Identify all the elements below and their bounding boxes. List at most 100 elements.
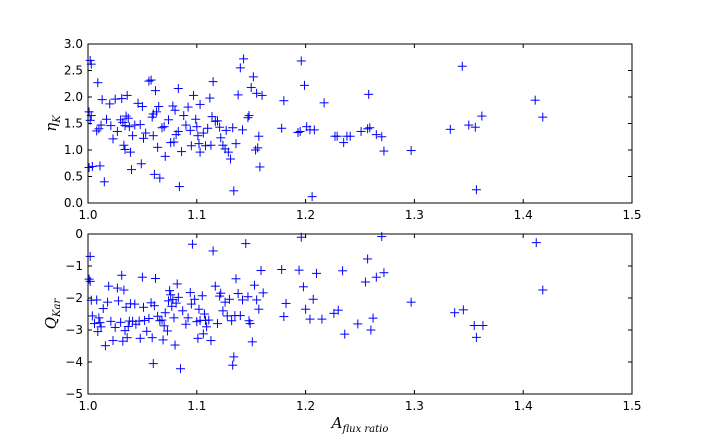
q-kar-data-point [229, 352, 239, 362]
eta-k-data-point [159, 122, 169, 132]
q-kar-data-point [235, 311, 245, 321]
q-kar-data-point [155, 316, 165, 326]
q-kar-data-point [237, 295, 247, 305]
q-kar-data-point [123, 321, 133, 331]
q-kar-data-point [258, 288, 268, 298]
q-kar-data-point [178, 306, 188, 316]
q-kar-data-point [301, 304, 311, 314]
q-kar-data-point [538, 285, 548, 295]
eta-k-data-point [185, 125, 195, 135]
q-kar-data-point [96, 322, 106, 332]
eta-k-ticks: 1.0 1.1 1.2 1.3 1.4 1.5 0.0 0.5 1.0 1.5 2.0 2.5 3.0 [64, 37, 642, 222]
eta-k-data-point [203, 123, 213, 133]
eta-k-data-point [345, 131, 355, 141]
q-kar-data-point [279, 312, 289, 322]
q-kar-data-point [149, 301, 159, 311]
q-kar-points [84, 232, 548, 374]
eta-k-data-point [195, 99, 205, 109]
q-kar-y-tick-label: −3 [65, 323, 83, 337]
eta-k-data-point [215, 122, 225, 132]
eta-k-plot-frame [87, 43, 633, 204]
q-kar-data-point [175, 364, 185, 374]
eta-k-data-point [84, 107, 94, 117]
eta-k-data-point [295, 126, 305, 136]
eta-k-data-point [148, 131, 158, 141]
q-kar-data-point [340, 329, 350, 339]
eta-k-data-point [99, 177, 109, 187]
q-kar-data-point [173, 292, 183, 302]
q-kar-data-point [134, 316, 144, 326]
q-kar-data-point [231, 274, 241, 284]
eta-k-data-point [94, 124, 104, 134]
eta-k-data-point [208, 77, 218, 87]
eta-k-x-tick-label: 1.3 [405, 208, 424, 222]
eta-k-data-point [112, 126, 122, 136]
eta-k-data-point [120, 121, 130, 131]
q-kar-data-point [98, 304, 108, 314]
q-kar-data-point [458, 305, 468, 315]
eta-k-data-point [95, 161, 105, 171]
q-kar-data-point [222, 311, 232, 321]
eta-k-data-point [93, 78, 103, 88]
q-kar-data-point [84, 274, 94, 284]
q-kar-data-point [311, 268, 321, 278]
q-kar-data-point [122, 333, 132, 343]
q-kar-data-point [148, 359, 158, 369]
eta-k-data-point [255, 162, 265, 172]
q-kar-data-point [85, 276, 95, 286]
eta-k-points [84, 54, 548, 202]
q-kar-data-point [135, 333, 145, 343]
q-kar-data-point [478, 321, 488, 331]
q-kar-data-point [277, 265, 287, 275]
eta-k-y-tick-label: 1.5 [64, 117, 83, 131]
eta-k-data-point [96, 120, 106, 130]
q-kar-x-tick-label: 1.5 [622, 399, 641, 413]
q-kar-data-point [298, 282, 308, 292]
eta-k-data-point [123, 113, 133, 123]
eta-k-data-point [246, 82, 256, 92]
q-kar-data-point [379, 268, 389, 278]
q-kar-data-point [164, 296, 174, 306]
eta-k-data-point [377, 132, 387, 142]
q-kar-data-point [157, 315, 167, 325]
eta-k-data-point [92, 126, 102, 136]
q-kar-data-point [281, 298, 291, 308]
eta-k-data-point [379, 146, 389, 156]
q-kar-data-point [94, 313, 104, 323]
eta-k-data-point [189, 90, 199, 100]
eta-k-data-point [125, 147, 135, 157]
eta-k-data-point [319, 98, 329, 108]
q-kar-data-point [243, 292, 253, 302]
q-kar-data-point [294, 265, 304, 275]
q-kar-data-point [117, 270, 127, 280]
eta-k-data-point [293, 128, 303, 138]
q-kar-data-point [103, 297, 113, 307]
eta-k-data-point [218, 140, 228, 150]
eta-k-data-point [157, 123, 167, 133]
eta-k-data-point [121, 111, 131, 121]
eta-k-data-point [216, 133, 226, 143]
q-kar-data-point [233, 289, 243, 299]
q-kar-data-point [113, 296, 123, 306]
eta-k-data-point [371, 130, 381, 140]
eta-k-data-point [198, 128, 208, 138]
eta-k-data-point [195, 147, 205, 157]
eta-k-data-point [210, 116, 220, 126]
eta-k-data-point [154, 102, 164, 112]
q-kar-x-tick-label: 1.1 [187, 399, 206, 413]
eta-k-data-point [253, 143, 263, 153]
q-kar-data-point [171, 298, 181, 308]
eta-k-data-point [464, 120, 474, 130]
eta-k-data-point [356, 126, 366, 136]
q-kar-data-point [199, 309, 209, 319]
q-kar-data-point [252, 295, 262, 305]
eta-k-data-point [206, 140, 216, 150]
q-kar-data-point [450, 308, 460, 318]
q-kar-data-point [95, 318, 105, 328]
eta-k-data-point [332, 131, 342, 141]
eta-k-data-point [173, 84, 183, 94]
q-kar-data-point [160, 308, 170, 318]
q-kar-data-point [150, 273, 160, 283]
q-kar-data-point [469, 321, 479, 331]
